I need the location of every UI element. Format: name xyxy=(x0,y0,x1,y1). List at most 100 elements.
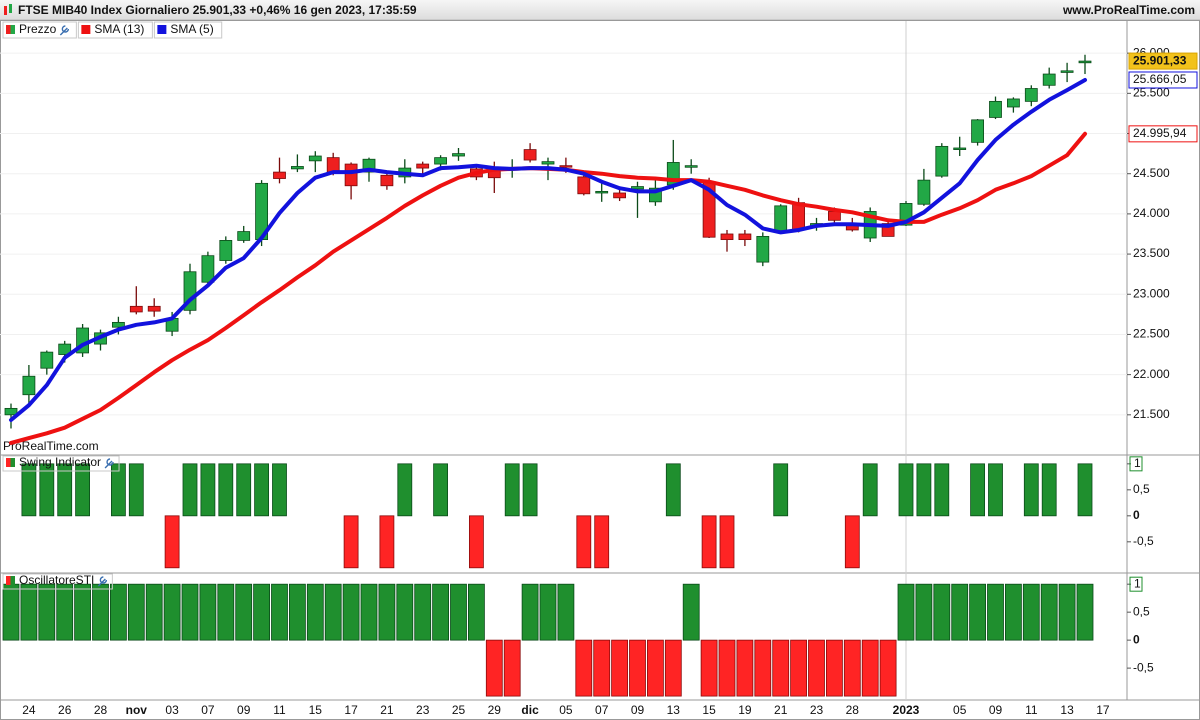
candle-body xyxy=(559,165,573,168)
indicator-bar xyxy=(163,583,181,641)
x-tick-label: 17 xyxy=(1096,703,1110,717)
candle-body xyxy=(613,192,626,199)
indicator-bar xyxy=(934,463,950,517)
y-tick-box xyxy=(1129,456,1143,472)
candle-body xyxy=(917,179,931,205)
indicator-bar xyxy=(701,515,717,569)
candle-body xyxy=(738,233,752,241)
indicator-bar xyxy=(217,583,235,641)
title-swatch xyxy=(6,458,11,467)
indicator-bar xyxy=(1077,463,1093,517)
y-tick-label: 1 xyxy=(1134,456,1141,470)
indicator-bar xyxy=(111,463,126,517)
indicator-bar xyxy=(665,463,681,517)
indicator-bar xyxy=(324,583,342,641)
indicator-bar xyxy=(1023,463,1039,517)
candle-body xyxy=(989,100,1002,118)
indicator-bar xyxy=(181,583,199,641)
y-tick-label: 23.000 xyxy=(1133,286,1170,300)
candle-body xyxy=(22,375,36,396)
indicator-bar xyxy=(1022,583,1040,641)
indicator-bar xyxy=(271,583,288,641)
candle-body xyxy=(273,171,286,179)
y-tick-label: 0,5 xyxy=(1133,604,1150,618)
indicator-bar xyxy=(306,583,324,641)
header-title: FTSE MIB40 Index Giornaliero 25.901,33 +… xyxy=(18,3,417,17)
indicator-bar xyxy=(862,463,878,517)
y-tick-label: 24.500 xyxy=(1133,166,1170,180)
x-tick-label: 29 xyxy=(488,703,502,717)
candle-body xyxy=(452,153,465,157)
indicator-bar xyxy=(39,463,55,517)
last-value-box xyxy=(1128,125,1198,143)
indicator-bar xyxy=(682,583,700,641)
candle-body xyxy=(308,155,322,162)
panel-title-box xyxy=(2,573,113,590)
indicator-bar xyxy=(21,463,37,517)
candle-body xyxy=(290,166,304,170)
title-swatch xyxy=(6,576,11,585)
indicator-bar xyxy=(38,583,56,641)
indicator-bar xyxy=(1058,583,1076,641)
x-tick-label: 26 xyxy=(58,703,72,717)
x-tick-label: 15 xyxy=(309,703,323,717)
x-tick-label: 05 xyxy=(953,703,967,717)
indicator-bar xyxy=(987,583,1004,641)
x-tick-label: 28 xyxy=(846,703,860,717)
indicator-bar xyxy=(503,639,521,697)
indicator-bar xyxy=(754,639,772,697)
title-swatch xyxy=(10,458,15,467)
candle-body xyxy=(828,211,841,221)
indicator-bar xyxy=(522,463,538,517)
indicator-bar xyxy=(360,583,378,641)
x-tick-label: 05 xyxy=(559,703,573,717)
indicator-bar xyxy=(718,639,736,697)
candle-body xyxy=(541,161,555,165)
indicator-bar xyxy=(736,639,754,697)
legend-entry: SMA (13) xyxy=(77,21,153,39)
candle-body xyxy=(434,157,448,165)
panel-title-box xyxy=(2,455,120,472)
candle-body xyxy=(953,147,967,150)
indicator-bar xyxy=(594,515,610,569)
indicator-bar xyxy=(110,583,127,641)
indicator-bar xyxy=(629,639,646,697)
indicator-bar xyxy=(92,583,109,641)
x-tick-label: 15 xyxy=(702,703,716,717)
candle-body xyxy=(219,240,233,261)
x-tick-label: 13 xyxy=(667,703,681,717)
x-tick-label: 25 xyxy=(452,703,466,717)
legend-label: SMA (5) xyxy=(170,22,213,36)
candle-body xyxy=(684,165,698,168)
x-tick-label: 28 xyxy=(94,703,108,717)
indicator-bar xyxy=(611,639,628,697)
candle-body xyxy=(1060,70,1074,73)
y-tick-label: -0,5 xyxy=(1133,660,1154,674)
last-value-label: 25.666,05 xyxy=(1133,72,1187,86)
indicator-bar xyxy=(56,583,74,641)
indicator-bar xyxy=(397,463,413,517)
x-tick-label: 21 xyxy=(380,703,394,717)
legend-label: SMA (13) xyxy=(94,22,144,36)
indicator-bar xyxy=(468,515,484,569)
wrench-icon xyxy=(59,25,70,36)
indicator-bar xyxy=(20,583,38,641)
x-tick-label: 11 xyxy=(1025,703,1038,717)
indicator-bar xyxy=(557,583,575,641)
indicator-bar xyxy=(379,515,395,569)
indicator-bar xyxy=(253,583,271,641)
indicator-bar xyxy=(432,583,450,641)
candle-body xyxy=(112,321,125,328)
x-tick-label: 17 xyxy=(344,703,358,717)
legend-swatch xyxy=(157,25,167,34)
indicator-bar xyxy=(1041,463,1057,517)
y-tick-label: 25.500 xyxy=(1133,86,1170,100)
candle-body xyxy=(129,305,143,313)
indicator-bar xyxy=(988,463,1003,517)
indicator-bar xyxy=(700,639,718,697)
indicator-bar xyxy=(539,583,557,641)
candle-body xyxy=(201,255,215,283)
indicator-bar xyxy=(719,515,735,569)
candle-body xyxy=(380,174,394,187)
candle-body xyxy=(58,343,72,355)
